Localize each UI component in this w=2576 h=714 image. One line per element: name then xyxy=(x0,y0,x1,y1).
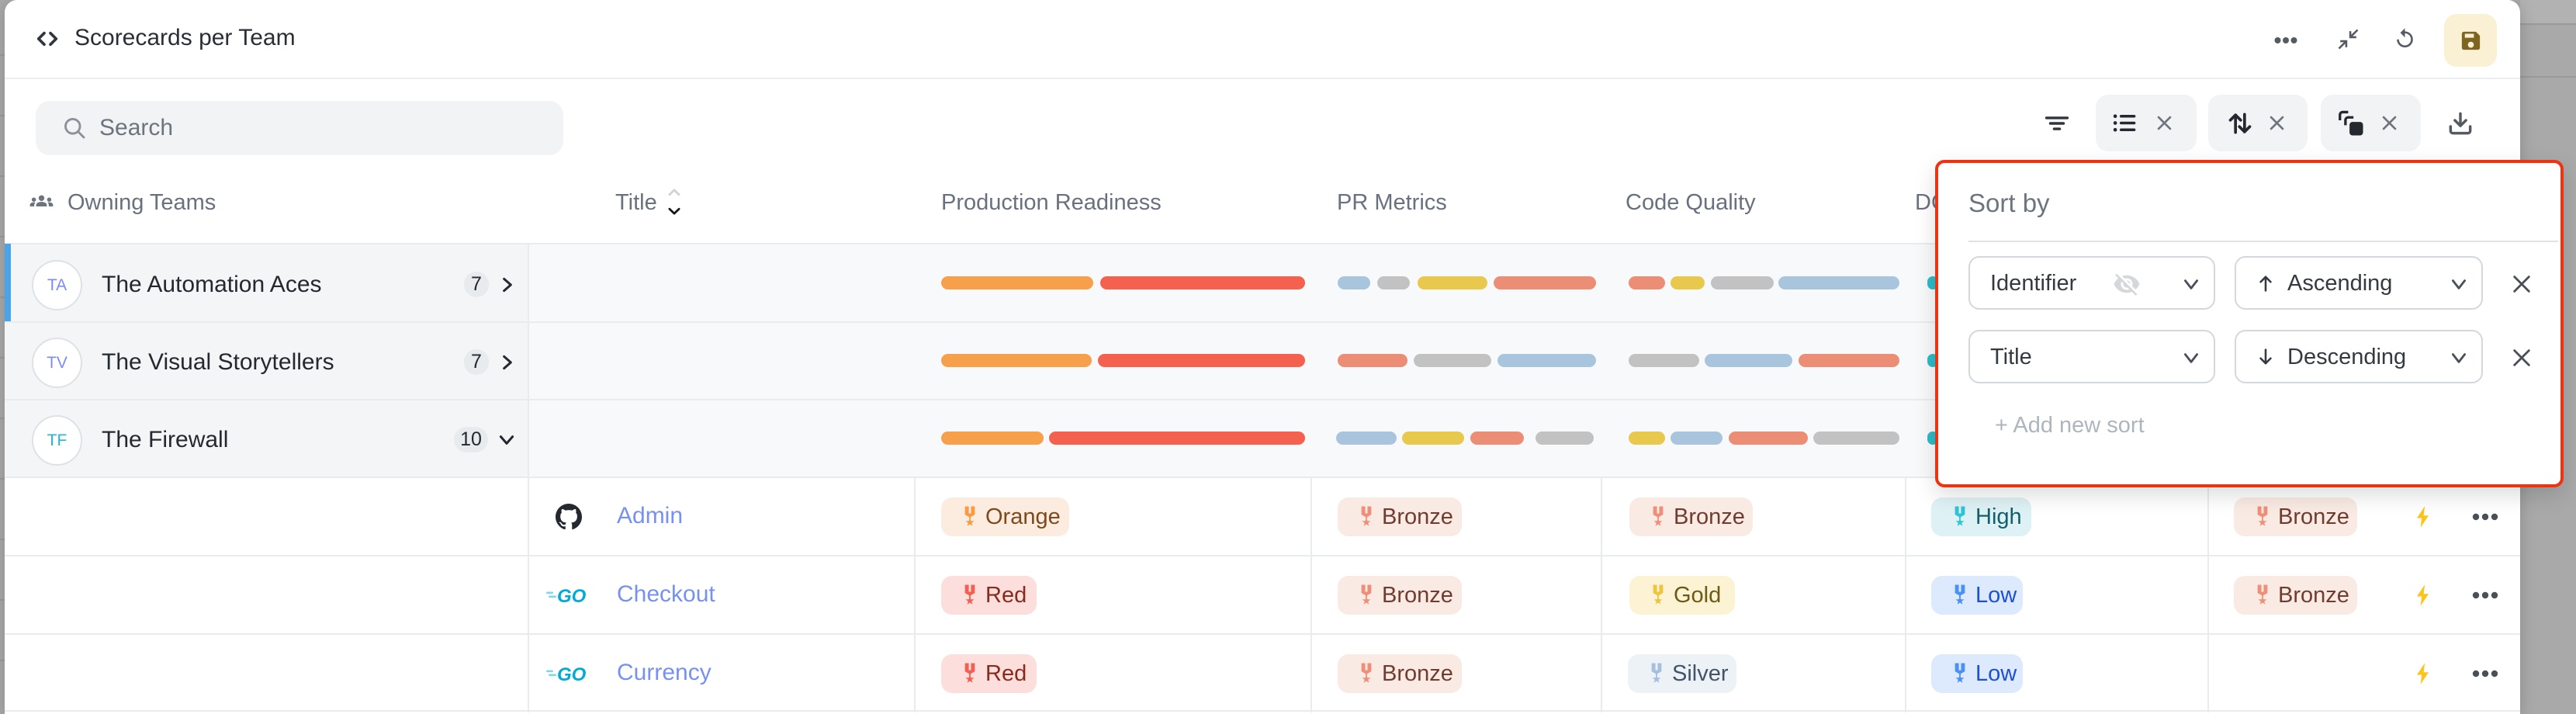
svg-text:GO: GO xyxy=(557,664,587,685)
svg-text:GO: GO xyxy=(557,586,587,607)
